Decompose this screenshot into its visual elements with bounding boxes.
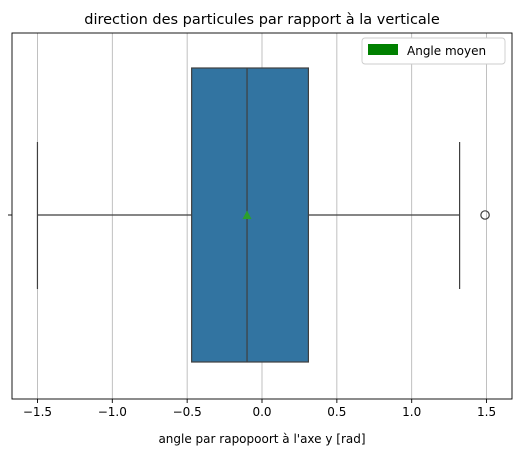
x-tick-label: −0.5 <box>173 405 202 419</box>
x-tick-label: −1.5 <box>23 405 52 419</box>
legend: Angle moyen <box>361 37 506 65</box>
x-tick-label: −1.0 <box>98 405 127 419</box>
x-axis-label: angle par rapopoort à l'axe y [rad] <box>158 432 365 446</box>
legend-swatch <box>368 44 398 55</box>
x-tick-label: 1.5 <box>477 405 496 419</box>
mean-marker <box>242 210 252 219</box>
chart-title: direction des particules par rapport à l… <box>84 12 440 28</box>
x-tick-label: 0.5 <box>327 405 346 419</box>
outlier-point <box>480 210 490 220</box>
box-layer <box>36 67 490 363</box>
iqr-box <box>191 67 310 363</box>
x-axis-ticks: −1.5 −1.0 −0.5 0.0 0.5 1.0 1.5 <box>23 399 496 419</box>
legend-label: Angle moyen <box>407 44 486 58</box>
x-tick-label: 1.0 <box>402 405 421 419</box>
x-tick-label: 0.0 <box>252 405 271 419</box>
